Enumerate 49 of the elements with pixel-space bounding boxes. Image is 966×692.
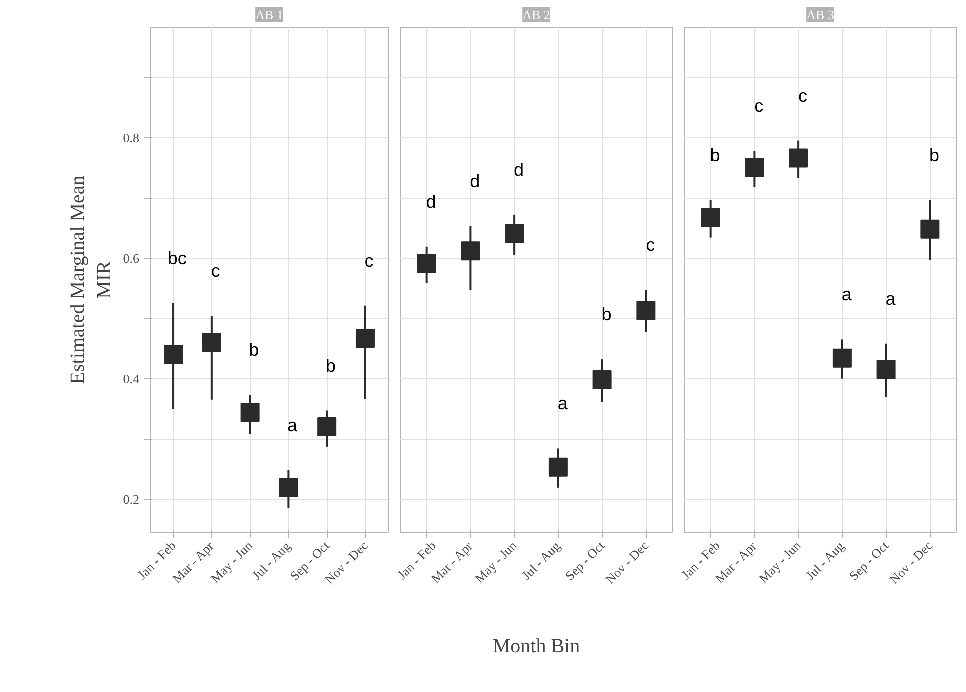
- annotation: c: [364, 250, 374, 271]
- annotation: b: [249, 340, 260, 360]
- annotation: bc: [168, 248, 187, 268]
- y-tick-label: 0.2: [123, 492, 140, 507]
- annotation: a: [558, 394, 569, 414]
- annotation: a: [288, 415, 299, 436]
- annotation: b: [602, 304, 612, 325]
- annotation: b: [326, 356, 336, 376]
- annotation: d: [426, 192, 436, 212]
- point: [876, 360, 896, 380]
- annotation: c: [646, 235, 656, 256]
- x-tick-label: Jul - Aug: [518, 538, 564, 584]
- y-tick-label: 0.6: [123, 250, 140, 266]
- point: [505, 224, 524, 244]
- point: [701, 208, 720, 228]
- annotation: b: [710, 145, 720, 166]
- point: [240, 403, 260, 422]
- point: [548, 458, 568, 477]
- chart-title: AB 2: [522, 8, 550, 22]
- point: [636, 301, 656, 320]
- annotation: a: [886, 288, 897, 309]
- point: [832, 348, 852, 368]
- x-tick-label: Jul - Aug: [802, 538, 848, 584]
- point: [745, 158, 764, 178]
- point: [461, 242, 480, 261]
- point: [164, 345, 184, 364]
- annotation: d: [514, 160, 524, 180]
- annotation: c: [754, 96, 764, 116]
- point: [356, 328, 375, 348]
- point: [279, 478, 298, 498]
- y-axis-title: Estimated Marginal Mean MIR: [66, 176, 116, 384]
- x-tick-label: May - Jun: [756, 538, 804, 586]
- point: [417, 254, 436, 274]
- annotation: d: [470, 171, 480, 192]
- y-tick-label: 0.4: [123, 371, 140, 386]
- annotation: a: [842, 284, 853, 305]
- y-tick-label: 0.8: [123, 130, 140, 146]
- annotation: c: [798, 86, 808, 106]
- point: [202, 333, 222, 352]
- point: [318, 418, 337, 437]
- point: [789, 148, 808, 168]
- annotation: c: [211, 261, 220, 282]
- point: [920, 220, 940, 239]
- x-axis-title: Month Bin: [492, 635, 580, 658]
- x-tick-label: May - Jun: [472, 538, 520, 586]
- chart-title: AB 1: [256, 8, 284, 22]
- point: [592, 370, 612, 390]
- annotation: b: [930, 145, 940, 166]
- chart-title: AB 3: [806, 8, 834, 22]
